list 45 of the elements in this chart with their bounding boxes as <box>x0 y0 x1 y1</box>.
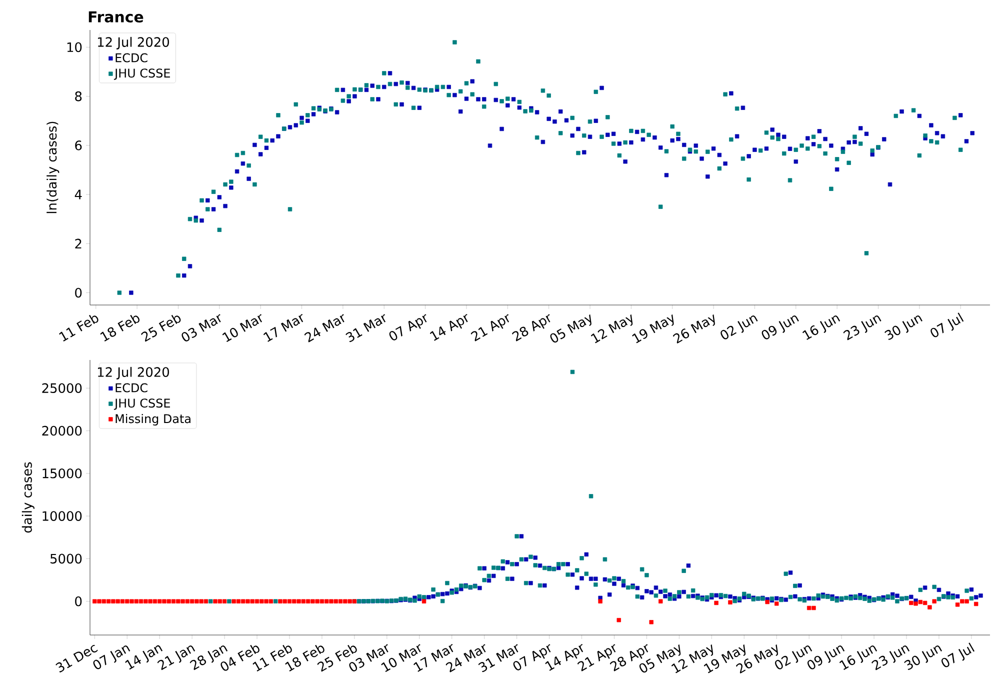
x-tick-label: 07 Jul <box>930 312 964 338</box>
x-tick-label: 28 Apr <box>512 314 550 342</box>
x-tick-label: 10 Mar <box>222 314 262 342</box>
x-tick-label: 24 Mar <box>304 314 344 342</box>
x-tick-label: 31 Mar <box>346 314 386 342</box>
y-tick-label: 10 <box>67 42 82 52</box>
legend-label: Missing Data <box>116 414 190 426</box>
x-tick-label: 07 Jul <box>941 642 975 668</box>
y-tick-label: 10000 <box>42 511 82 521</box>
y-tick-label: 5000 <box>50 554 82 564</box>
y-tick-label: 15000 <box>42 468 82 478</box>
x-tick-label: 16 Jun <box>802 315 840 340</box>
x-tick-label: 17 Mar <box>263 314 304 342</box>
x-tick-label: 02 Jun <box>720 315 758 340</box>
legend-label: JHU CSSE <box>114 68 170 80</box>
y-tick-label: 4 <box>74 190 82 200</box>
x-tick-label: 09 Jun <box>762 315 799 340</box>
chart-title: France <box>88 11 144 22</box>
y-tick-label: 25000 <box>42 383 82 394</box>
x-tick-label: 12 May <box>590 314 633 344</box>
y-tick-label: 0 <box>75 288 82 298</box>
legend-title: 12 Jul 2020 <box>98 36 169 50</box>
x-tick-label: 05 May <box>550 314 592 343</box>
x-tick-label: 21 Apr <box>470 314 510 342</box>
legend-label: ECDC <box>116 53 148 62</box>
x-tick-label: 14 Apr <box>430 314 468 341</box>
y-tick-label: 2 <box>75 238 82 248</box>
x-tick-label: 26 May <box>672 314 715 344</box>
legend-label: JHU CSSE <box>114 398 170 410</box>
x-tick-label: 30 Jun <box>884 315 922 340</box>
x-tick-label: 19 May <box>632 314 674 344</box>
x-tick-label: 18 Feb <box>100 314 140 342</box>
x-tick-label: 03 Mar <box>182 314 221 342</box>
x-tick-label: 11 Feb <box>59 314 98 342</box>
legend-title: 12 Jul 2020 <box>98 366 169 380</box>
legend-label: ECDC <box>116 383 148 392</box>
x-tick-label: 07 Apr <box>389 314 427 340</box>
x-tick-label: 25 Feb <box>141 314 181 342</box>
y-axis-title: ln(daily cases) <box>46 122 60 214</box>
x-tick-label: 23 Jun <box>843 315 882 340</box>
y-tick-label: 0 <box>75 596 82 606</box>
y-tick-label: 8 <box>75 91 82 102</box>
y-axis-title: daily cases <box>22 462 34 533</box>
y-tick-label: 6 <box>75 140 82 150</box>
y-tick-label: 20000 <box>42 426 82 436</box>
